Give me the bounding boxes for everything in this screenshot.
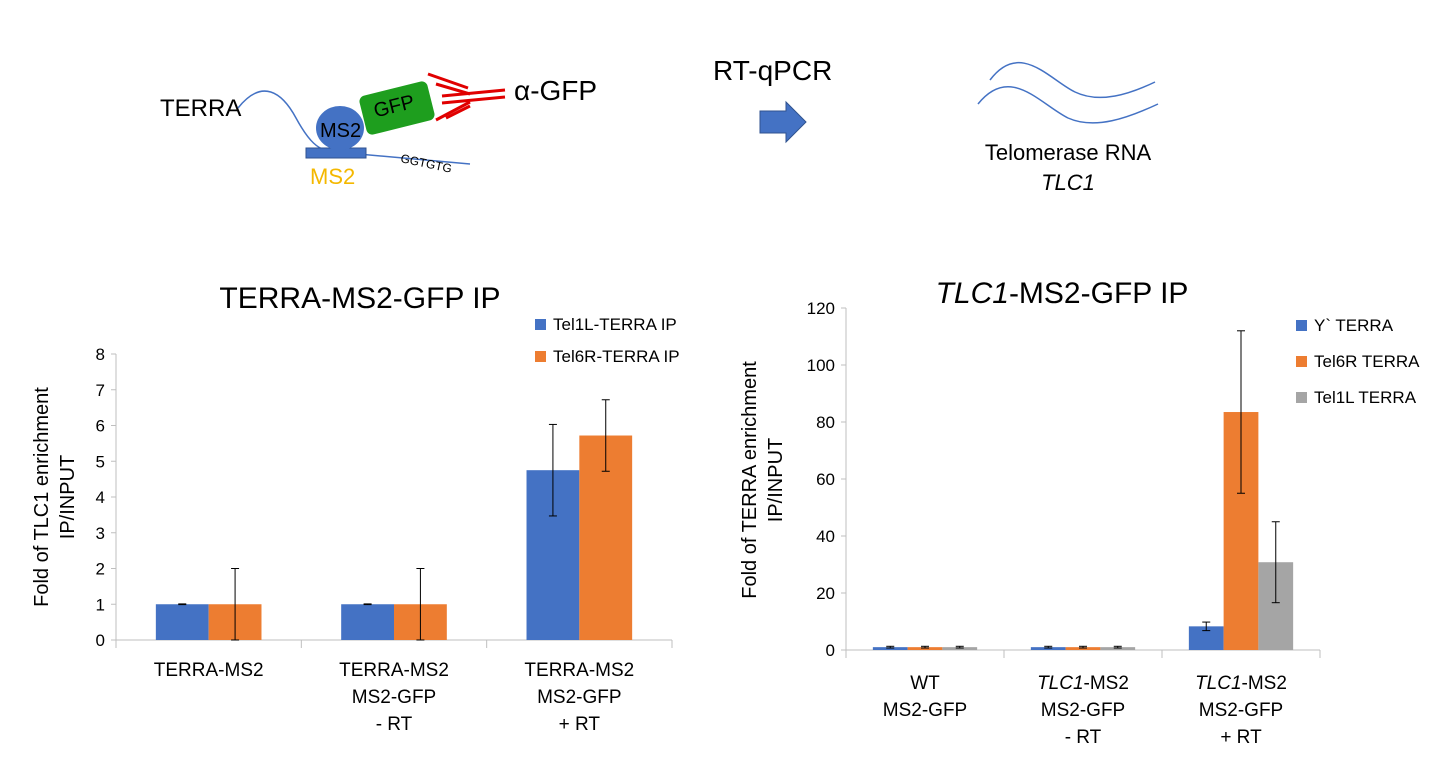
chart1-category-label: TERRA-MS2 <box>524 660 634 681</box>
chart2-category-label: WT <box>910 673 940 694</box>
chart2-legend-label: Y` TERRA <box>1314 316 1394 335</box>
chart2-category-label: TLC1-MS2 <box>1037 673 1129 694</box>
chart1-category-label: TERRA-MS2 <box>339 660 449 681</box>
chart2-category-label-italic: TLC1 <box>1195 673 1241 694</box>
chart2-ylabel-line1: Fold of TERRA enrichment <box>739 361 761 599</box>
chart2-y-tick-label: 40 <box>816 527 835 546</box>
sequence-label: GGTGTG <box>399 151 453 176</box>
chart1-bar <box>341 604 394 640</box>
chart2-category-label-italic: TLC1 <box>1037 673 1083 694</box>
chart2-category-label: - RT <box>1065 727 1102 748</box>
chart1-y-tick-label: 6 <box>96 417 105 436</box>
chart2-title-rest: -MS2-GFP IP <box>1009 277 1188 310</box>
chart1-category-label: + RT <box>559 714 601 735</box>
chart2-y-tick-label: 120 <box>807 299 835 318</box>
chart2-y-tick-label: 20 <box>816 584 835 603</box>
chart1-y-tick-label: 4 <box>96 488 105 507</box>
chart2-category-label: TLC1-MS2 <box>1195 673 1287 694</box>
chart1-y-tick-label: 8 <box>96 345 105 364</box>
chart2-bar <box>1030 647 1066 650</box>
chart1-title: TERRA-MS2-GFP IP <box>219 282 500 315</box>
chart2-legend-label: Tel1L TERRA <box>1314 388 1417 407</box>
chart2-category-label: MS2-GFP <box>1041 700 1125 721</box>
chart2-category-label: + RT <box>1220 727 1262 748</box>
antibody-icon <box>427 72 506 122</box>
chart2-bar <box>942 647 978 650</box>
ms2-protein <box>316 106 364 150</box>
chart2-category-label-text: MS2-GFP <box>1041 700 1125 721</box>
chart2-y-tick-label: 0 <box>826 641 835 660</box>
chart2-legend-swatch <box>1296 392 1307 403</box>
chart2-category-label-text: MS2-GFP <box>1199 700 1283 721</box>
chart1-bar <box>155 604 209 640</box>
chart2-bar <box>1065 647 1101 650</box>
chart1-ylabel-line1: Fold of TLC1 enrichment <box>31 387 53 607</box>
tlc1-rna-line-2 <box>977 85 1159 124</box>
gfp-protein <box>359 81 435 135</box>
chart1-y-tick-label: 3 <box>96 524 105 543</box>
chart1-legend-label: Tel6R-TERRA IP <box>553 347 680 366</box>
chart2-category-label-text: + RT <box>1220 727 1262 748</box>
chart1-category-label: MS2-GFP <box>537 687 621 708</box>
chart-tlc1-ms2-gfp: TLC1-MS2-GFP IP Fold of TERRA enrichment… <box>739 277 1420 748</box>
chart2-y-tick-label: 60 <box>816 470 835 489</box>
chart1-ylabel-line2: IP/INPUT <box>57 455 79 539</box>
chart2-bar <box>1188 626 1224 650</box>
chart2-legend-swatch <box>1296 320 1307 331</box>
target-label-line2: TLC1 <box>1041 170 1095 195</box>
ms2-protein-label: MS2 <box>320 120 361 142</box>
chart1-y-tick-label: 2 <box>96 560 105 579</box>
chart1-legend-swatch <box>535 319 546 330</box>
chart1-legend-swatch <box>535 351 546 362</box>
tlc1-rna-line-1 <box>989 61 1156 99</box>
method-label: RT-qPCR <box>713 55 832 86</box>
chart1-category-label: TERRA-MS2 <box>154 660 264 681</box>
chart2-bar <box>907 647 943 650</box>
chart1-y-tick-label: 7 <box>96 381 105 400</box>
antibody-label: α-GFP <box>514 75 597 106</box>
chart1-category-label: MS2-GFP <box>352 687 436 708</box>
chart1-y-tick-label: 5 <box>96 452 105 471</box>
chart2-category-label-text: -MS2 <box>1084 673 1129 694</box>
chart2-ylabel-line2: IP/INPUT <box>765 438 787 522</box>
chart1-y-tick-label: 0 <box>96 631 105 650</box>
chart2-category-label-text: -MS2 <box>1242 673 1287 694</box>
ms2-binding-label: MS2 <box>310 164 355 189</box>
chart2-category-label-text: MS2-GFP <box>883 700 967 721</box>
chart2-title: TLC1-MS2-GFP IP <box>936 277 1189 310</box>
right-arrow-icon <box>759 100 807 144</box>
chart1-category-label: - RT <box>376 714 413 735</box>
chart2-legend-label: Tel6R TERRA <box>1314 352 1420 371</box>
chart2-category-label: MS2-GFP <box>1199 700 1283 721</box>
chart2-legend-swatch <box>1296 356 1307 367</box>
chart1-ylabel: Fold of TLC1 enrichment IP/INPUT <box>31 387 79 607</box>
target-label-line1: Telomerase RNA <box>985 140 1152 165</box>
chart2-title-italic: TLC1 <box>936 277 1009 310</box>
chart2-bar <box>1100 647 1136 650</box>
chart2-category-label-text: WT <box>910 673 940 694</box>
chart1-y-tick-label: 1 <box>96 595 105 614</box>
chart2-category-label: MS2-GFP <box>883 700 967 721</box>
chart2-y-tick-label: 100 <box>807 356 835 375</box>
terra-label: TERRA <box>160 95 241 122</box>
chart-terra-ms2-gfp: TERRA-MS2-GFP IP Fold of TLC1 enrichment… <box>31 282 680 735</box>
chart2-category-label-text: - RT <box>1065 727 1102 748</box>
schematic: TERRA MS2 GGTGTG MS2 GFP α-GFP RT-qPCR T… <box>160 55 1159 195</box>
chart2-y-tick-label: 80 <box>816 413 835 432</box>
chart1-plot-area: 0 1 2 3 4 5 6 7 8 TERRA-MS2 TERRA-MS2 MS2-GFP - RT TE… <box>96 315 680 735</box>
chart2-plot-area: 020406080100120WTMS2-GFPTLC1-MS2MS2-GFP-… <box>807 299 1421 748</box>
chart2-ylabel: Fold of TERRA enrichment IP/INPUT <box>739 361 787 599</box>
chart1-legend-label: Tel1L-TERRA IP <box>553 315 677 334</box>
chart2-bar <box>872 647 908 650</box>
